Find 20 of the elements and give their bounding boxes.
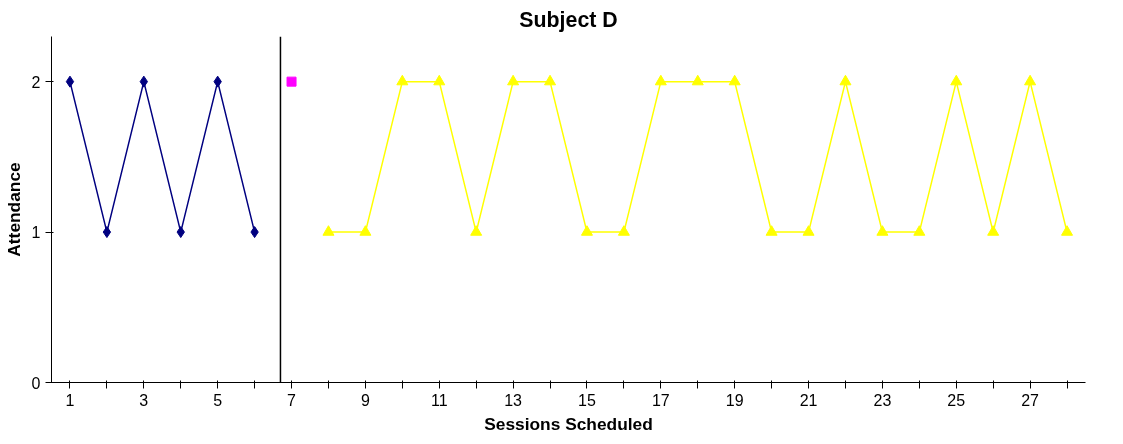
x-tick-label: 5: [213, 391, 223, 409]
y-tick-label: 0: [31, 374, 41, 392]
y-tick-label: 2: [31, 73, 41, 91]
x-tick-label: 25: [947, 391, 966, 409]
x-axis-title: Sessions Scheduled: [484, 413, 653, 434]
x-tick-label: 15: [578, 391, 596, 409]
x-tick-label: 9: [360, 391, 370, 409]
x-tick-label: 3: [139, 391, 149, 409]
x-tick-label: 1: [65, 391, 75, 409]
x-tick-label: 17: [651, 391, 670, 409]
y-axis-title: Attendance: [3, 161, 24, 257]
chart-title: Subject D: [519, 7, 618, 32]
x-tick-label: 27: [1021, 391, 1040, 409]
y-tick-label: 1: [31, 224, 41, 242]
x-tick-label: 23: [873, 391, 892, 409]
x-tick-label: 19: [725, 391, 744, 409]
x-tick-label: 11: [430, 391, 448, 409]
x-tick-label: 7: [287, 391, 297, 409]
x-tick-label: 21: [799, 391, 818, 409]
x-tick-label: 13: [504, 391, 523, 409]
